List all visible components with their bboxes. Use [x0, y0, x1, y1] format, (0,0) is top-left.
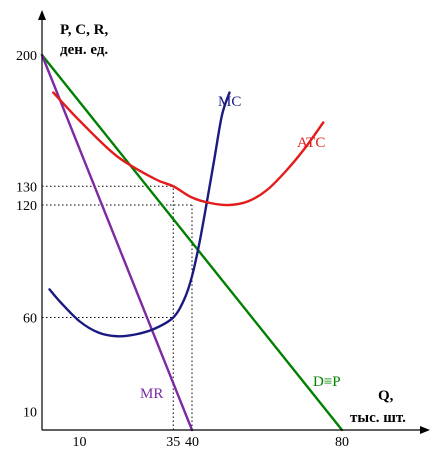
- y-axis-title-line2: ден. ед.: [60, 42, 108, 58]
- series-label-demand: D≡P: [313, 374, 341, 390]
- x-axis-title-line2: тыс. шт.: [350, 410, 406, 426]
- y-tick-label: 60: [23, 312, 37, 327]
- series-label-mc: MC: [218, 94, 241, 110]
- curves: [40, 53, 344, 432]
- series-label-mr: MR: [140, 386, 163, 402]
- y-axis-arrow: [38, 10, 46, 20]
- x-tick-label: 80: [335, 435, 349, 450]
- y-tick-label: 120: [16, 199, 37, 214]
- x-tick-label: 40: [185, 435, 199, 450]
- y-tick-label: 130: [16, 180, 37, 195]
- series-line-mc: [48, 91, 231, 338]
- axes: [38, 10, 430, 434]
- x-axis-arrow: [420, 426, 430, 434]
- x-axis-title-line1: Q,: [378, 388, 394, 404]
- reference-lines: [42, 185, 193, 430]
- y-tick-label: 10: [23, 405, 37, 420]
- series-label-atc: ATC: [297, 135, 325, 151]
- y-tick-label: 200: [16, 49, 37, 64]
- tick-labels: 10 35 40 80 10 60 120 130 200: [16, 49, 349, 450]
- series-line-mr: [40, 53, 194, 432]
- x-tick-label: 10: [73, 435, 87, 450]
- series-line-demand: [40, 53, 344, 432]
- y-axis-title-line1: P, C, R,: [60, 22, 108, 38]
- series-line-atc: [52, 91, 325, 207]
- x-tick-label: 35: [166, 435, 180, 450]
